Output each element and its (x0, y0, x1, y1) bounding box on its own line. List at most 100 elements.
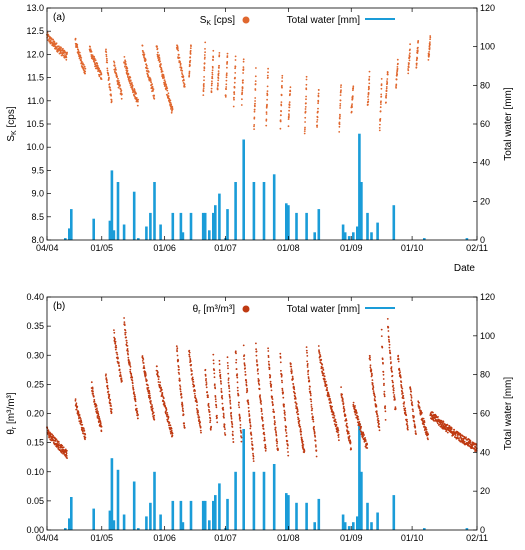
data-point (427, 59, 430, 61)
data-point (307, 369, 310, 372)
data-point (463, 440, 466, 443)
data-point (473, 447, 476, 450)
data-point (415, 62, 418, 65)
data-point (379, 110, 382, 113)
data-point (339, 99, 342, 102)
data-point (146, 67, 149, 70)
data-point (305, 349, 308, 352)
data-point (129, 84, 132, 86)
data-point (63, 49, 66, 52)
data-point (312, 418, 315, 421)
data-point (318, 352, 321, 354)
data-point (298, 423, 301, 426)
data-point (131, 382, 134, 385)
data-point (105, 57, 108, 60)
data-point (367, 96, 369, 98)
water-bar (108, 220, 112, 240)
data-point (115, 346, 118, 349)
data-point (127, 73, 130, 75)
data-point (324, 378, 326, 381)
data-point (221, 394, 224, 397)
data-point (89, 46, 91, 48)
data-point (136, 410, 139, 413)
data-point (204, 51, 207, 54)
data-point (234, 55, 237, 58)
data-point (409, 393, 412, 396)
water-bar (208, 230, 211, 240)
data-point (224, 434, 227, 436)
panel-b-legend-points-sub: r (198, 309, 201, 316)
data-point (395, 78, 398, 80)
data-point (165, 85, 168, 88)
data-point (156, 47, 159, 50)
data-point (260, 403, 263, 405)
data-point (121, 380, 123, 383)
data-point (380, 96, 382, 98)
y-tick-label: 9.5 (31, 165, 44, 175)
data-point (217, 66, 220, 69)
data-point (338, 122, 341, 125)
data-point (118, 81, 121, 84)
data-point (178, 56, 181, 59)
data-point (144, 59, 147, 61)
data-point (84, 72, 86, 75)
data-point (166, 412, 169, 414)
data-point (384, 407, 386, 410)
data-point (228, 387, 231, 390)
data-point (130, 374, 133, 376)
data-point (238, 414, 241, 417)
data-point (190, 363, 193, 366)
data-point (209, 419, 212, 422)
data-point (388, 346, 391, 349)
data-point (290, 368, 293, 370)
data-point (384, 419, 387, 421)
data-point (60, 47, 63, 49)
data-point (152, 411, 155, 414)
data-point (345, 418, 348, 420)
data-point (339, 104, 342, 107)
y-tick-label: 8.5 (31, 212, 44, 222)
data-point (114, 343, 117, 345)
data-point (258, 387, 261, 390)
data-point (247, 399, 249, 402)
data-point (176, 46, 179, 49)
data-point (202, 84, 205, 86)
data-point (212, 55, 215, 58)
data-point (232, 441, 235, 443)
data-point (308, 380, 311, 383)
data-point (383, 390, 386, 393)
data-point (168, 421, 171, 424)
data-point (134, 395, 137, 398)
data-point (465, 436, 467, 439)
data-point (149, 402, 152, 405)
data-point (301, 438, 303, 441)
data-point (96, 407, 98, 410)
data-point (236, 389, 239, 392)
water-bar (285, 493, 288, 530)
data-point (282, 396, 285, 399)
data-point (113, 331, 116, 334)
data-point (110, 99, 113, 101)
data-point (239, 426, 242, 429)
water-bar (376, 222, 379, 240)
data-point (236, 386, 239, 389)
data-point (396, 70, 399, 73)
data-point (338, 125, 341, 128)
data-point (177, 366, 180, 368)
data-point (262, 424, 265, 426)
x-tick-label: 01/05 (90, 533, 113, 543)
data-point (199, 429, 202, 432)
data-point (52, 38, 54, 41)
data-point (82, 67, 85, 69)
data-point (91, 388, 94, 390)
data-point (191, 376, 194, 379)
data-point (296, 410, 299, 413)
data-point (117, 80, 120, 82)
y-tick-label: 0.10 (26, 467, 44, 477)
data-point (309, 385, 311, 388)
data-point (392, 387, 395, 389)
water-bar (392, 205, 396, 240)
data-point (346, 426, 349, 429)
data-point (397, 360, 400, 363)
data-point (229, 403, 232, 405)
